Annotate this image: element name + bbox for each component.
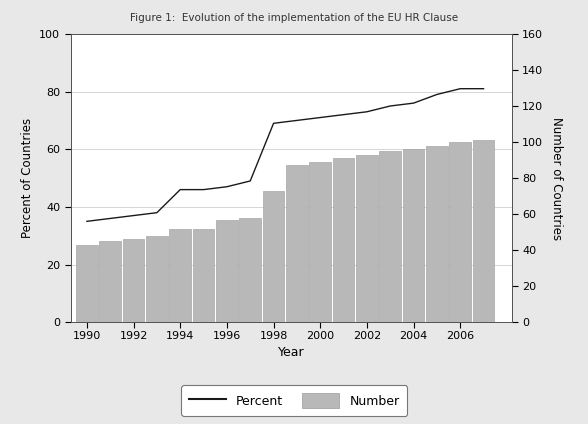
Bar — [76, 245, 98, 322]
Text: Figure 1:  Evolution of the implementation of the EU HR Clause: Figure 1: Evolution of the implementatio… — [130, 13, 458, 23]
Bar — [379, 151, 401, 322]
Bar — [99, 241, 121, 322]
Bar — [449, 142, 471, 322]
Legend: Percent, Number: Percent, Number — [181, 385, 407, 416]
Y-axis label: Number of Countries: Number of Countries — [550, 117, 563, 240]
Bar — [426, 146, 447, 322]
Bar — [263, 191, 284, 322]
Bar — [333, 158, 355, 322]
Bar — [216, 220, 238, 322]
Bar — [123, 239, 144, 322]
Bar — [356, 155, 377, 322]
Bar — [309, 162, 331, 322]
Bar — [146, 236, 168, 322]
Bar — [403, 149, 425, 322]
X-axis label: Year: Year — [278, 346, 305, 359]
Bar — [286, 165, 308, 322]
Bar — [473, 140, 495, 322]
Bar — [193, 229, 214, 322]
Y-axis label: Percent of Countries: Percent of Countries — [21, 118, 34, 238]
Bar — [169, 229, 191, 322]
Bar — [239, 218, 261, 322]
